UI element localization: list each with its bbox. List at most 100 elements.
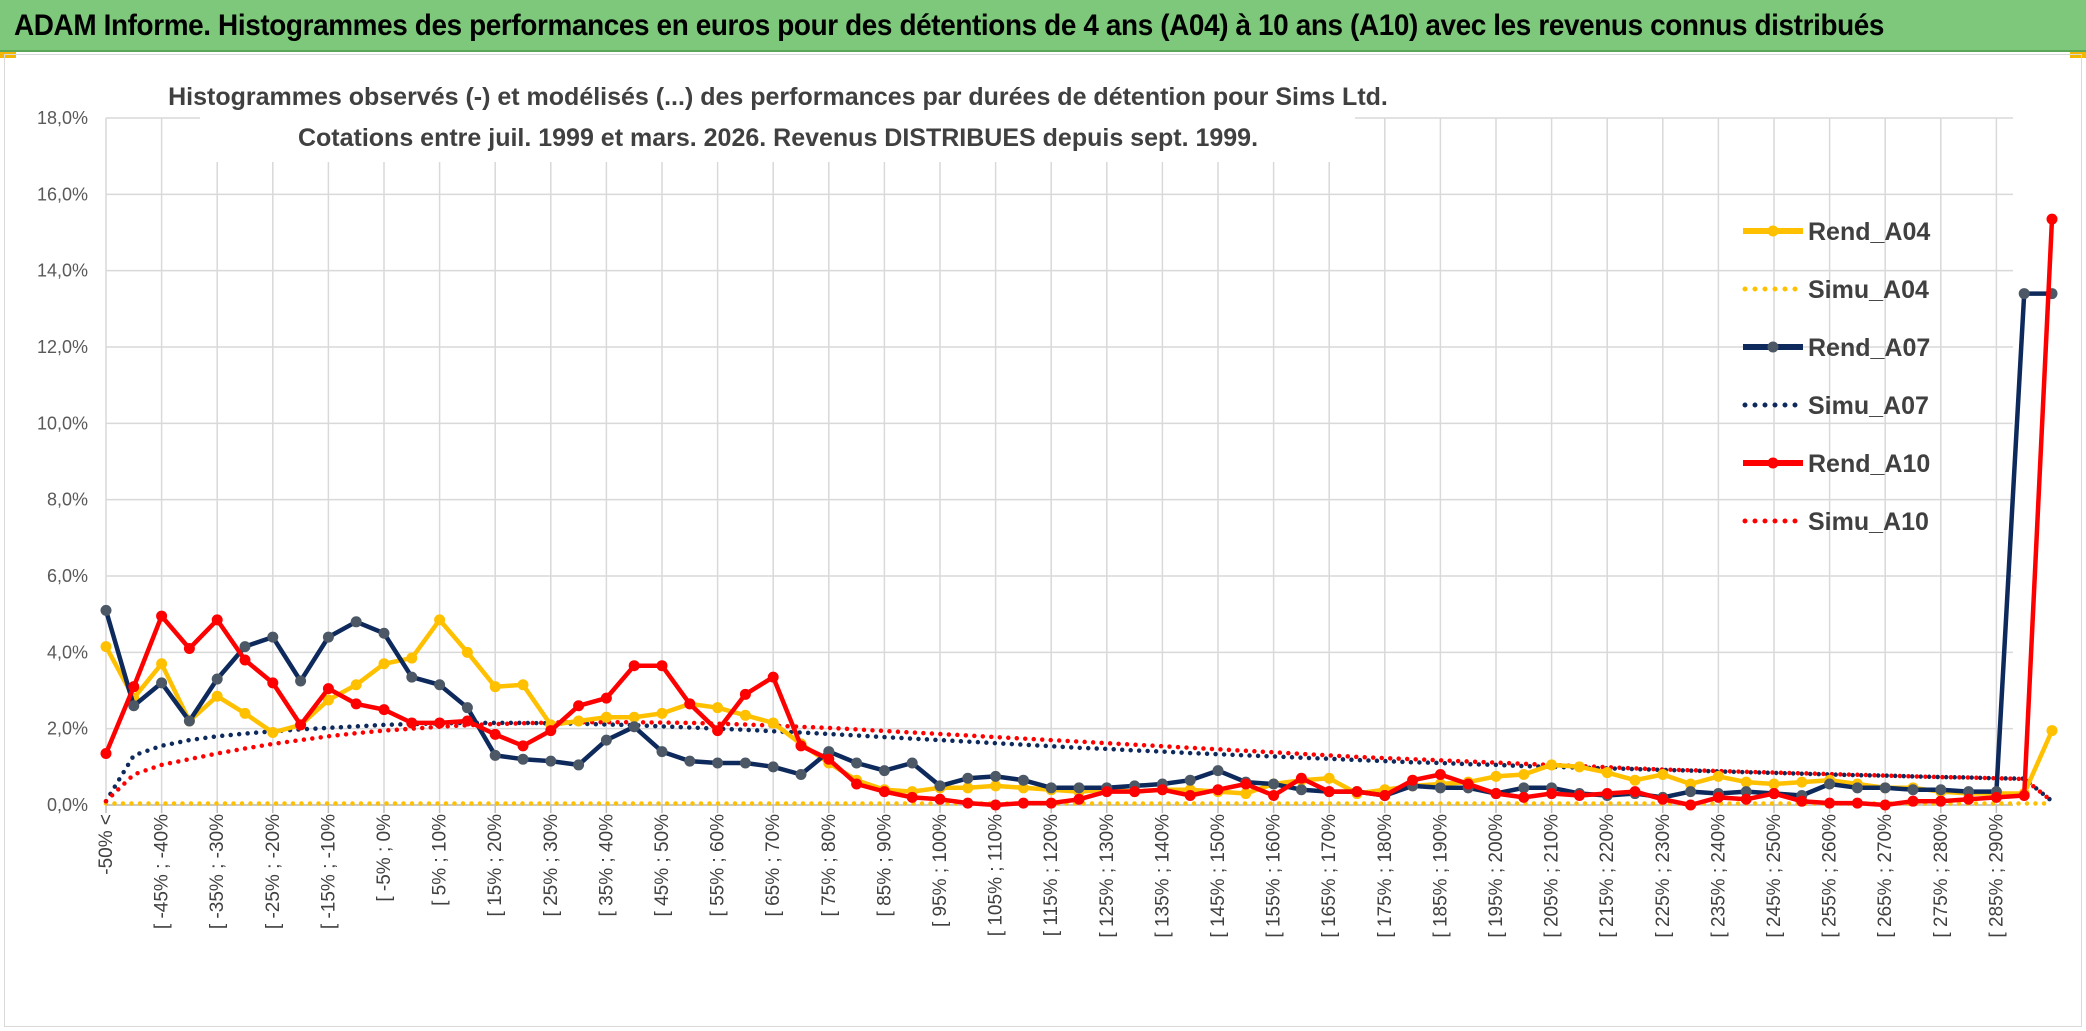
gridlines: [105, 117, 2013, 806]
y-tick-label: 12,0%: [37, 337, 88, 357]
point-rend-a07: [962, 772, 974, 784]
point-rend-a10: [823, 753, 835, 765]
x-tick-label: [ 115% ; 120%: [1041, 814, 1062, 936]
point-rend-a10: [1573, 789, 1585, 801]
legend: Rend_A04 Simu_A04 Rend_A07 Simu_A07 Rend_A10…: [1742, 218, 1930, 536]
point-rend-a07: [1879, 782, 1891, 794]
chart-title-box: Histogrammes observés (-) et modélisés (…: [168, 78, 1388, 162]
point-rend-a10: [406, 717, 418, 729]
point-rend-a07: [1184, 774, 1196, 786]
point-rend-a04: [1240, 788, 1252, 800]
x-tick-label: [ 85% ; 90%: [874, 814, 895, 917]
point-rend-a10: [1268, 789, 1280, 801]
x-tick-label: [ 205% ; 210%: [1542, 814, 1563, 938]
point-rend-a10: [1379, 789, 1391, 801]
point-rend-a04: [1546, 759, 1558, 771]
point-rend-a07: [1518, 782, 1530, 794]
x-tick-label: [ 175% ; 180%: [1375, 814, 1396, 938]
point-rend-a10: [1407, 774, 1419, 786]
point-rend-a10: [712, 725, 724, 737]
point-rend-a04: [211, 690, 223, 702]
point-rend-a10: [1490, 788, 1502, 800]
point-rend-a07: [489, 749, 501, 761]
point-rend-a04: [350, 679, 362, 691]
point-rend-a10: [489, 728, 501, 740]
x-tick-label: [ 75% ; 80%: [819, 814, 840, 917]
point-rend-a10: [1685, 799, 1697, 811]
point-rend-a10: [600, 692, 612, 704]
point-rend-a10: [851, 778, 863, 790]
point-rend-a07: [1295, 784, 1307, 796]
point-rend-a10: [1351, 786, 1363, 798]
x-tick-label: [ 135% ; 140%: [1152, 814, 1173, 938]
x-tick-label: [ 145% ; 150%: [1208, 814, 1229, 938]
chart-title-line-2: Cotations entre juil. 1999 et mars. 2026…: [298, 124, 1258, 152]
point-rend-a07: [211, 673, 223, 685]
point-rend-a07: [461, 702, 473, 714]
point-rend-a07: [712, 757, 724, 769]
point-rend-a04: [712, 702, 724, 714]
point-rend-a07: [239, 641, 251, 653]
point-rend-a04: [100, 641, 112, 653]
x-tick-label: [ 105% ; 110%: [986, 814, 1007, 936]
x-tick-label: [ 285% ; 290%: [1986, 814, 2007, 938]
point-rend-a04: [322, 694, 334, 706]
point-rend-a10: [1017, 797, 1029, 809]
legend-label-simu-a07: Simu_A07: [1808, 392, 1929, 420]
point-rend-a07: [1045, 782, 1057, 794]
point-rend-a07: [545, 755, 557, 767]
point-rend-a10: [1434, 768, 1446, 780]
point-rend-a04: [239, 707, 251, 719]
point-rend-a10: [322, 683, 334, 695]
legend-label-simu-a10: Simu_A10: [1808, 508, 1929, 536]
point-rend-a07: [267, 631, 279, 643]
point-rend-a04: [461, 646, 473, 658]
point-rend-a07: [1685, 786, 1697, 798]
point-rend-a04: [517, 679, 529, 691]
legend-marker-rend-a10: [1767, 457, 1779, 469]
y-tick-label: 2,0%: [47, 719, 88, 739]
point-rend-a07: [517, 753, 529, 765]
point-rend-a07: [934, 780, 946, 792]
point-rend-a07: [990, 770, 1002, 782]
corner-mark-right: [2070, 52, 2086, 58]
point-rend-a07: [2018, 288, 2030, 300]
point-rend-a04: [378, 658, 390, 670]
point-rend-a07: [1073, 782, 1085, 794]
y-tick-label: 14,0%: [37, 261, 88, 281]
x-tick-label: [ 255% ; 260%: [1820, 814, 1841, 938]
x-tick-label: [ 245% ; 250%: [1764, 814, 1785, 938]
point-rend-a04: [990, 780, 1002, 792]
point-rend-a10: [1546, 788, 1558, 800]
x-tick-label: [ -35% ; -30%: [207, 814, 228, 929]
point-rend-a10: [1629, 786, 1641, 798]
point-rend-a10: [461, 715, 473, 727]
x-tick-label: [ 65% ; 70%: [763, 814, 784, 917]
point-rend-a07: [406, 671, 418, 683]
x-tick-label: [ 235% ; 240%: [1708, 814, 1729, 938]
series-group: [100, 213, 2058, 811]
point-rend-a10: [1240, 778, 1252, 790]
x-tick-label: [ 45% ; 50%: [652, 814, 673, 917]
point-rend-a07: [573, 759, 585, 771]
y-axis: 0,0% 2,0% 4,0% 6,0% 8,0% 10,0% 12,0% 14,0% 16,0%…: [37, 108, 88, 815]
point-rend-a10: [1323, 786, 1335, 798]
point-rend-a10: [684, 698, 696, 710]
point-rend-a04: [1323, 772, 1335, 784]
x-tick-label: [ 185% ; 190%: [1430, 814, 1451, 938]
point-rend-a04: [434, 614, 446, 626]
point-rend-a10: [1907, 795, 1919, 807]
chart-frame: [4, 54, 2082, 1027]
y-tick-label: 8,0%: [47, 490, 88, 510]
point-rend-a10: [1824, 797, 1836, 809]
x-tick-label: [ 195% ; 200%: [1486, 814, 1507, 938]
point-rend-a04: [1796, 776, 1808, 788]
point-rend-a07: [322, 631, 334, 643]
point-rend-a10: [990, 799, 1002, 811]
point-rend-a10: [267, 677, 279, 689]
point-rend-a07: [434, 679, 446, 691]
point-rend-a10: [1462, 778, 1474, 790]
point-rend-a10: [1045, 797, 1057, 809]
point-rend-a07: [628, 721, 640, 733]
